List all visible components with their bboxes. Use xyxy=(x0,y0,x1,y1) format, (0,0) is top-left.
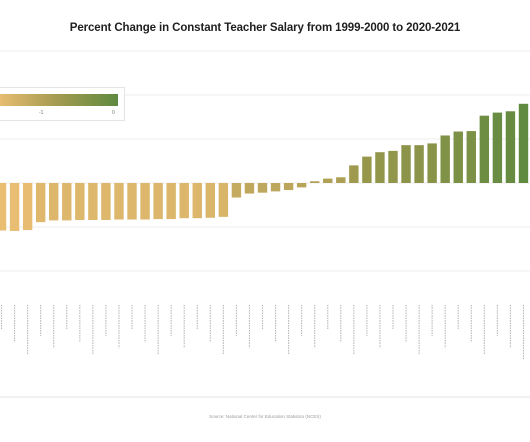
bar xyxy=(22,183,33,231)
bar xyxy=(388,150,398,183)
bar xyxy=(427,143,437,183)
bar xyxy=(166,183,176,220)
bar xyxy=(518,103,529,183)
bar xyxy=(88,183,98,220)
source-note: Source: National Center for Education St… xyxy=(209,414,321,419)
bar xyxy=(231,183,242,198)
bar xyxy=(127,183,137,220)
bar xyxy=(362,156,372,183)
bar xyxy=(9,183,20,231)
bar xyxy=(140,183,150,220)
bar xyxy=(270,183,281,192)
bar xyxy=(218,183,229,217)
bar xyxy=(336,177,346,183)
legend-tick-label: -1 xyxy=(39,110,44,116)
bar xyxy=(505,111,516,183)
bar xyxy=(62,183,72,221)
legend-gradient xyxy=(0,94,118,106)
gridlines xyxy=(0,50,530,272)
bar xyxy=(479,115,490,183)
bar xyxy=(440,135,450,183)
bars xyxy=(0,103,529,231)
bar xyxy=(49,183,59,221)
bar xyxy=(75,183,85,220)
bar xyxy=(401,145,411,183)
bar xyxy=(375,152,385,183)
bar xyxy=(192,183,202,219)
bar xyxy=(114,183,124,220)
bar xyxy=(101,183,111,220)
bar xyxy=(153,183,163,220)
bar xyxy=(296,183,307,188)
bar xyxy=(205,183,216,218)
bar xyxy=(323,178,333,183)
bar xyxy=(244,183,255,194)
bar xyxy=(414,145,424,183)
bar xyxy=(35,183,46,223)
bar xyxy=(349,165,359,183)
x-tick-labels xyxy=(0,305,525,360)
page-title: Percent Change in Constant Teacher Salar… xyxy=(69,22,461,34)
bar xyxy=(453,131,463,183)
bar xyxy=(492,112,503,183)
bar xyxy=(283,183,294,191)
bar xyxy=(310,181,320,183)
bar xyxy=(0,183,7,231)
bar xyxy=(257,183,268,193)
bar xyxy=(179,183,189,219)
bar xyxy=(466,131,476,183)
legend-tick-label: 0 xyxy=(112,110,115,116)
